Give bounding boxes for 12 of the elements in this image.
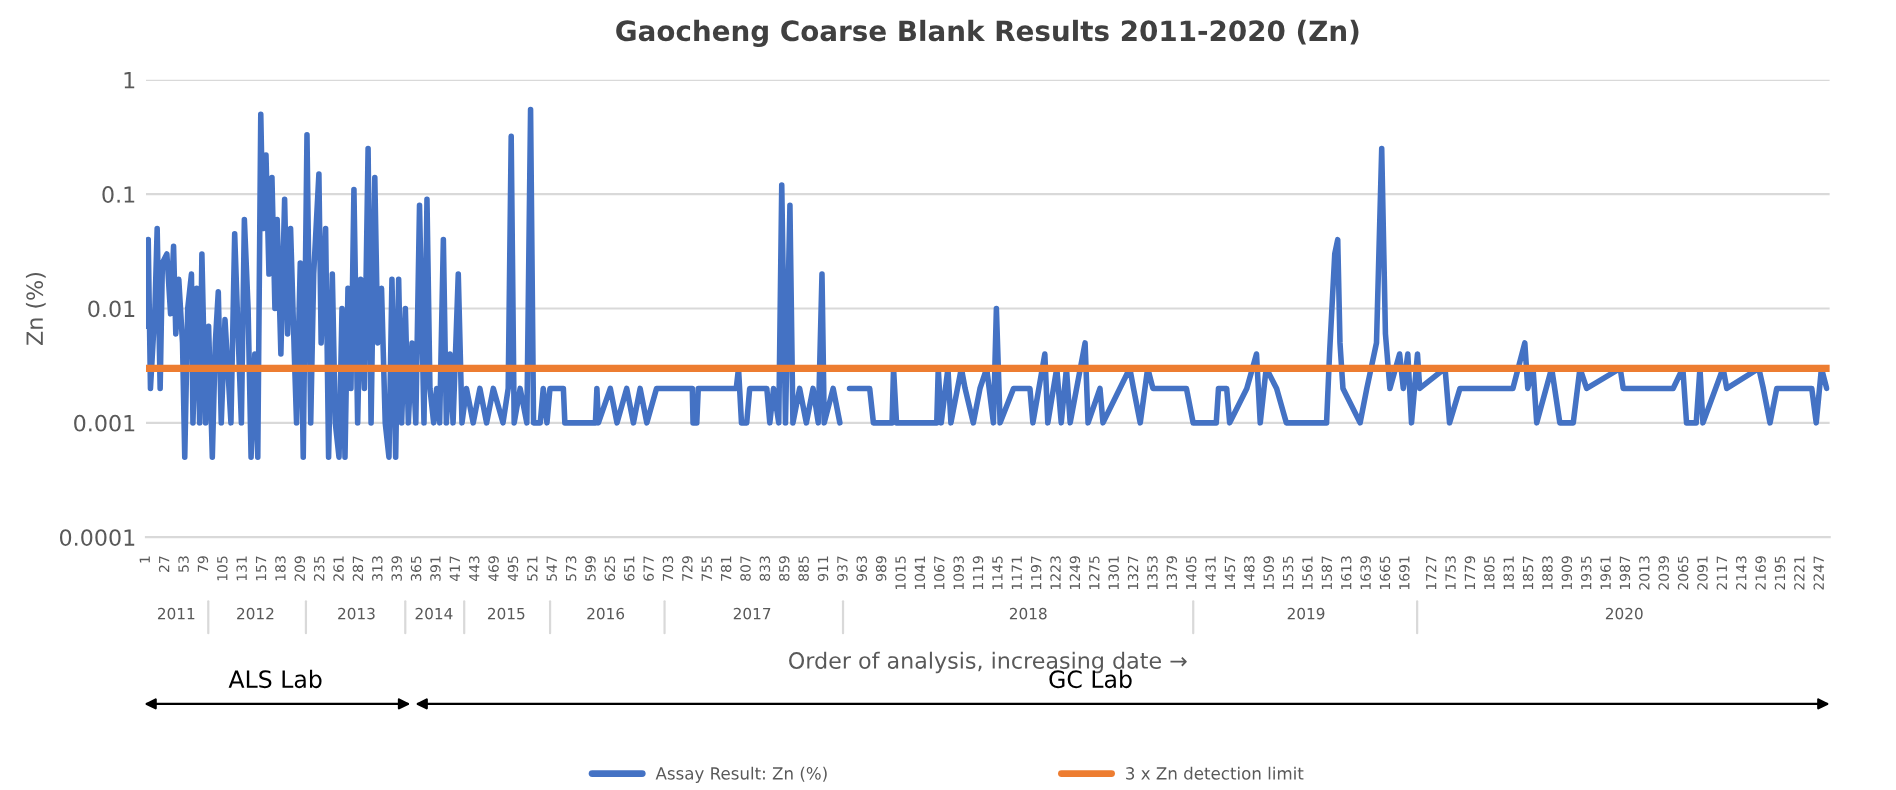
- legend-label: 3 x Zn detection limit: [1126, 766, 1304, 780]
- y-tick-label: 0.01: [88, 300, 135, 318]
- y-tick-label: 0.001: [74, 414, 135, 432]
- y-tick-label: 1: [124, 72, 135, 89]
- chart-title: Gaocheng Coarse Blank Results 2011-2020 (Zn): [616, 19, 1359, 47]
- text: ALS Lab: [228, 669, 322, 689]
- text: GC Lab: [1049, 669, 1132, 689]
- y-axis-title: Zn (%): [25, 272, 46, 345]
- legend-label: Assay Result: Zn (%): [655, 766, 827, 783]
- y-tick-label: 0.1: [102, 186, 135, 203]
- y-tick-label: 0.0001: [59, 529, 135, 546]
- x-axis-title: Order of analysis, increasing date →: [789, 651, 1187, 674]
